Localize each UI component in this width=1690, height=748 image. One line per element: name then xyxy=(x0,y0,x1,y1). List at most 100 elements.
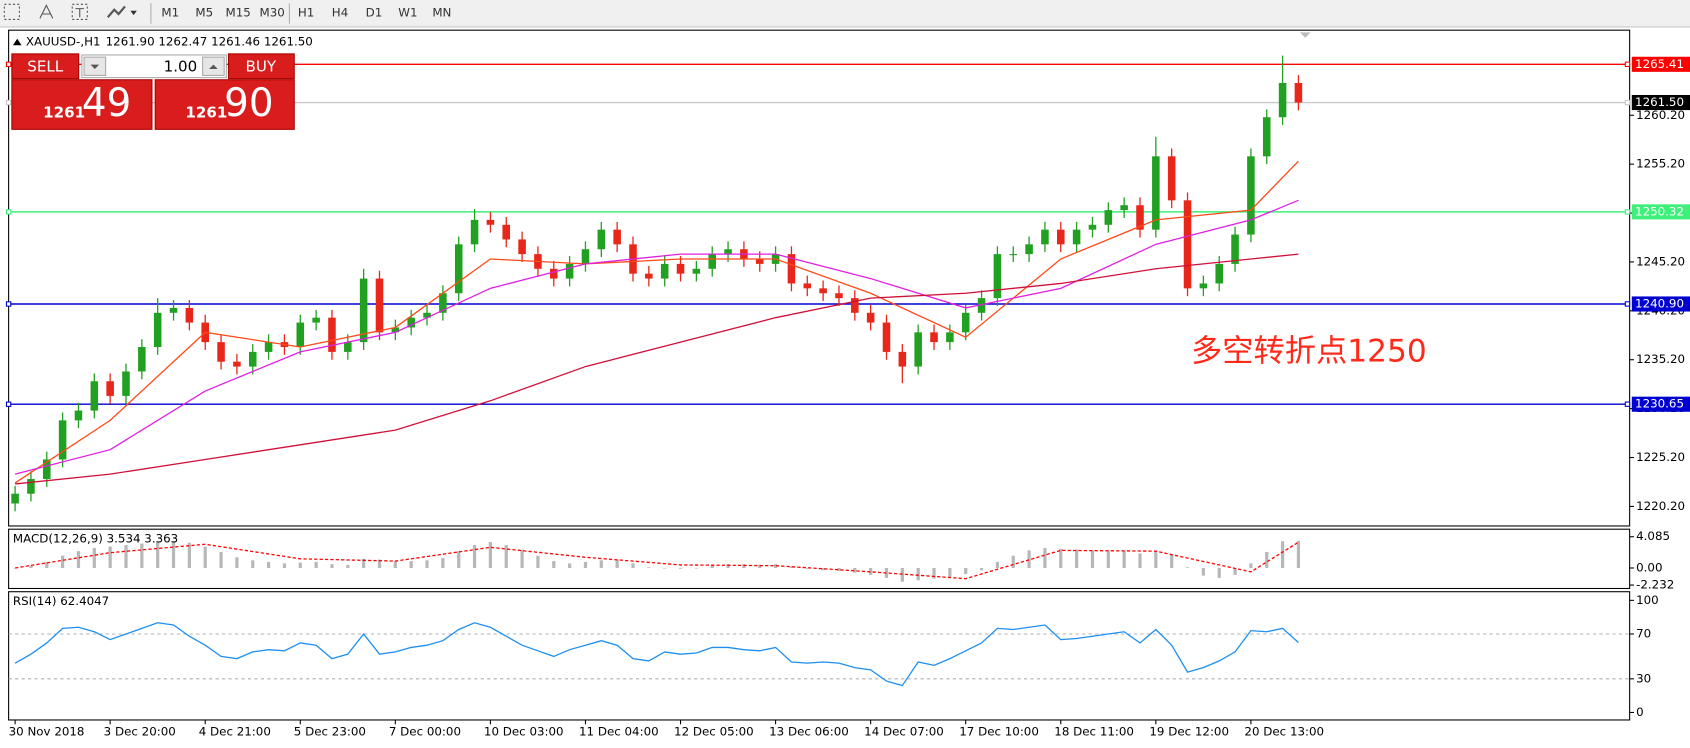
sell-price-box[interactable] xyxy=(11,79,153,130)
price-tag xyxy=(1631,296,1690,312)
macd-bar xyxy=(298,562,302,568)
drawing-tools[interactable] xyxy=(3,3,137,20)
x-tick-label: 18 Dec 11:00 xyxy=(1054,724,1134,738)
macd-bar xyxy=(124,545,128,568)
candle-body xyxy=(27,479,35,494)
buy-price-prefix[interactable]: 1261 xyxy=(185,104,227,122)
macd-bar xyxy=(916,567,920,581)
candle-body xyxy=(11,493,19,504)
candle-body xyxy=(1231,234,1239,264)
candle-body xyxy=(502,224,511,240)
timeframe-button[interactable]: H4 xyxy=(332,5,348,19)
lot-down-arrow[interactable] xyxy=(90,64,100,69)
buy-button[interactable] xyxy=(227,53,295,80)
level-handle xyxy=(1624,99,1631,106)
candle-body xyxy=(1072,229,1081,245)
macd-panel xyxy=(8,528,1631,590)
indicator-line xyxy=(14,199,1299,475)
candle-body xyxy=(217,342,225,362)
text-icon[interactable] xyxy=(39,4,54,19)
macd-bar xyxy=(678,567,683,569)
sell-price-prefix[interactable]: 1261 xyxy=(43,104,85,122)
candle-body xyxy=(961,312,970,333)
timeframe-button[interactable]: M1 xyxy=(161,5,179,19)
timeframe-button[interactable]: MN xyxy=(432,5,451,19)
price-tag-label: 1240.90 xyxy=(1635,296,1684,310)
macd-bar xyxy=(1122,550,1126,568)
candle-body xyxy=(106,381,114,396)
label-icon-t[interactable] xyxy=(75,8,85,18)
macd-bar xyxy=(187,542,191,568)
lot-up-arrow[interactable] xyxy=(209,64,218,69)
candle-body xyxy=(248,351,257,367)
macd-bar xyxy=(726,564,730,568)
candle-body xyxy=(122,371,130,396)
macd-bar xyxy=(171,541,176,568)
lot-value[interactable]: 1.00 xyxy=(164,57,198,75)
macd-bar xyxy=(203,546,207,568)
indicator-line xyxy=(14,160,1299,484)
ohlc-readout: 1261.90 1262.47 1261.46 1261.50 xyxy=(106,35,313,49)
shapes-icon[interactable] xyxy=(106,5,126,18)
buy-price-box[interactable] xyxy=(154,79,295,130)
macd-bar xyxy=(441,558,445,568)
candle-body xyxy=(550,268,558,279)
macd-bar xyxy=(536,555,540,568)
price-tag xyxy=(1631,94,1690,111)
x-tick-label: 3 Dec 20:00 xyxy=(104,724,176,738)
label-icon[interactable] xyxy=(71,3,88,20)
level-handle xyxy=(5,301,12,307)
buy-price-main[interactable]: 90 xyxy=(224,81,273,126)
macd-bar xyxy=(568,563,572,568)
candle-body xyxy=(819,288,827,294)
indicator-line xyxy=(15,253,1299,485)
candle-body xyxy=(597,229,606,250)
macd-bar xyxy=(694,567,698,569)
candle-body xyxy=(1152,156,1160,230)
y-tick-label: 100 xyxy=(1636,593,1659,607)
candle-body xyxy=(312,317,320,323)
candle-body xyxy=(1262,117,1271,157)
timeframe-button[interactable]: M5 xyxy=(195,5,213,19)
macd-bar xyxy=(156,541,160,568)
candle-body xyxy=(1041,229,1049,245)
timeframe-button[interactable]: H1 xyxy=(298,5,314,19)
timeframe-button[interactable]: M30 xyxy=(259,5,284,19)
timeframe-button[interactable]: W1 xyxy=(398,5,417,19)
dropdown-arrow[interactable] xyxy=(130,10,137,16)
x-tick-label: 7 Dec 00:00 xyxy=(389,724,461,738)
candle-body xyxy=(1025,244,1033,255)
buy-label[interactable]: BUY xyxy=(246,57,277,75)
candle-body xyxy=(43,459,51,480)
macd-bar xyxy=(821,567,825,571)
candle-body xyxy=(407,317,415,328)
timeframe-button[interactable]: D1 xyxy=(366,5,383,19)
macd-bar xyxy=(552,561,556,568)
candle-body xyxy=(233,361,241,367)
macd-bar xyxy=(235,557,239,568)
macd-bar xyxy=(251,560,255,568)
candle-body xyxy=(565,263,574,279)
macd-bar xyxy=(393,561,397,568)
x-tick-label: 5 Dec 23:00 xyxy=(294,724,366,738)
macd-bar xyxy=(1138,553,1142,568)
timeframe-button[interactable]: M15 xyxy=(226,5,251,19)
sell-button[interactable] xyxy=(11,53,80,80)
level-handle xyxy=(1624,401,1631,407)
macd-bar xyxy=(663,567,667,569)
macd-bar xyxy=(282,563,287,568)
sell-price-main[interactable]: 49 xyxy=(82,81,131,126)
candle-body xyxy=(1247,156,1255,235)
grid-icon[interactable] xyxy=(3,3,20,20)
y-tick-label: 1220.20 xyxy=(1636,499,1685,513)
candle-body xyxy=(914,332,922,367)
candle-body xyxy=(328,317,336,352)
sell-label[interactable]: SELL xyxy=(27,57,63,75)
indicator-line xyxy=(14,541,1299,580)
macd-bar xyxy=(805,567,809,569)
price-tag-label: 1261.50 xyxy=(1635,95,1684,109)
x-tick-label: 4 Dec 21:00 xyxy=(199,724,271,738)
candle-body xyxy=(423,312,431,318)
lot-field[interactable] xyxy=(81,54,227,79)
candle-body xyxy=(898,351,907,367)
